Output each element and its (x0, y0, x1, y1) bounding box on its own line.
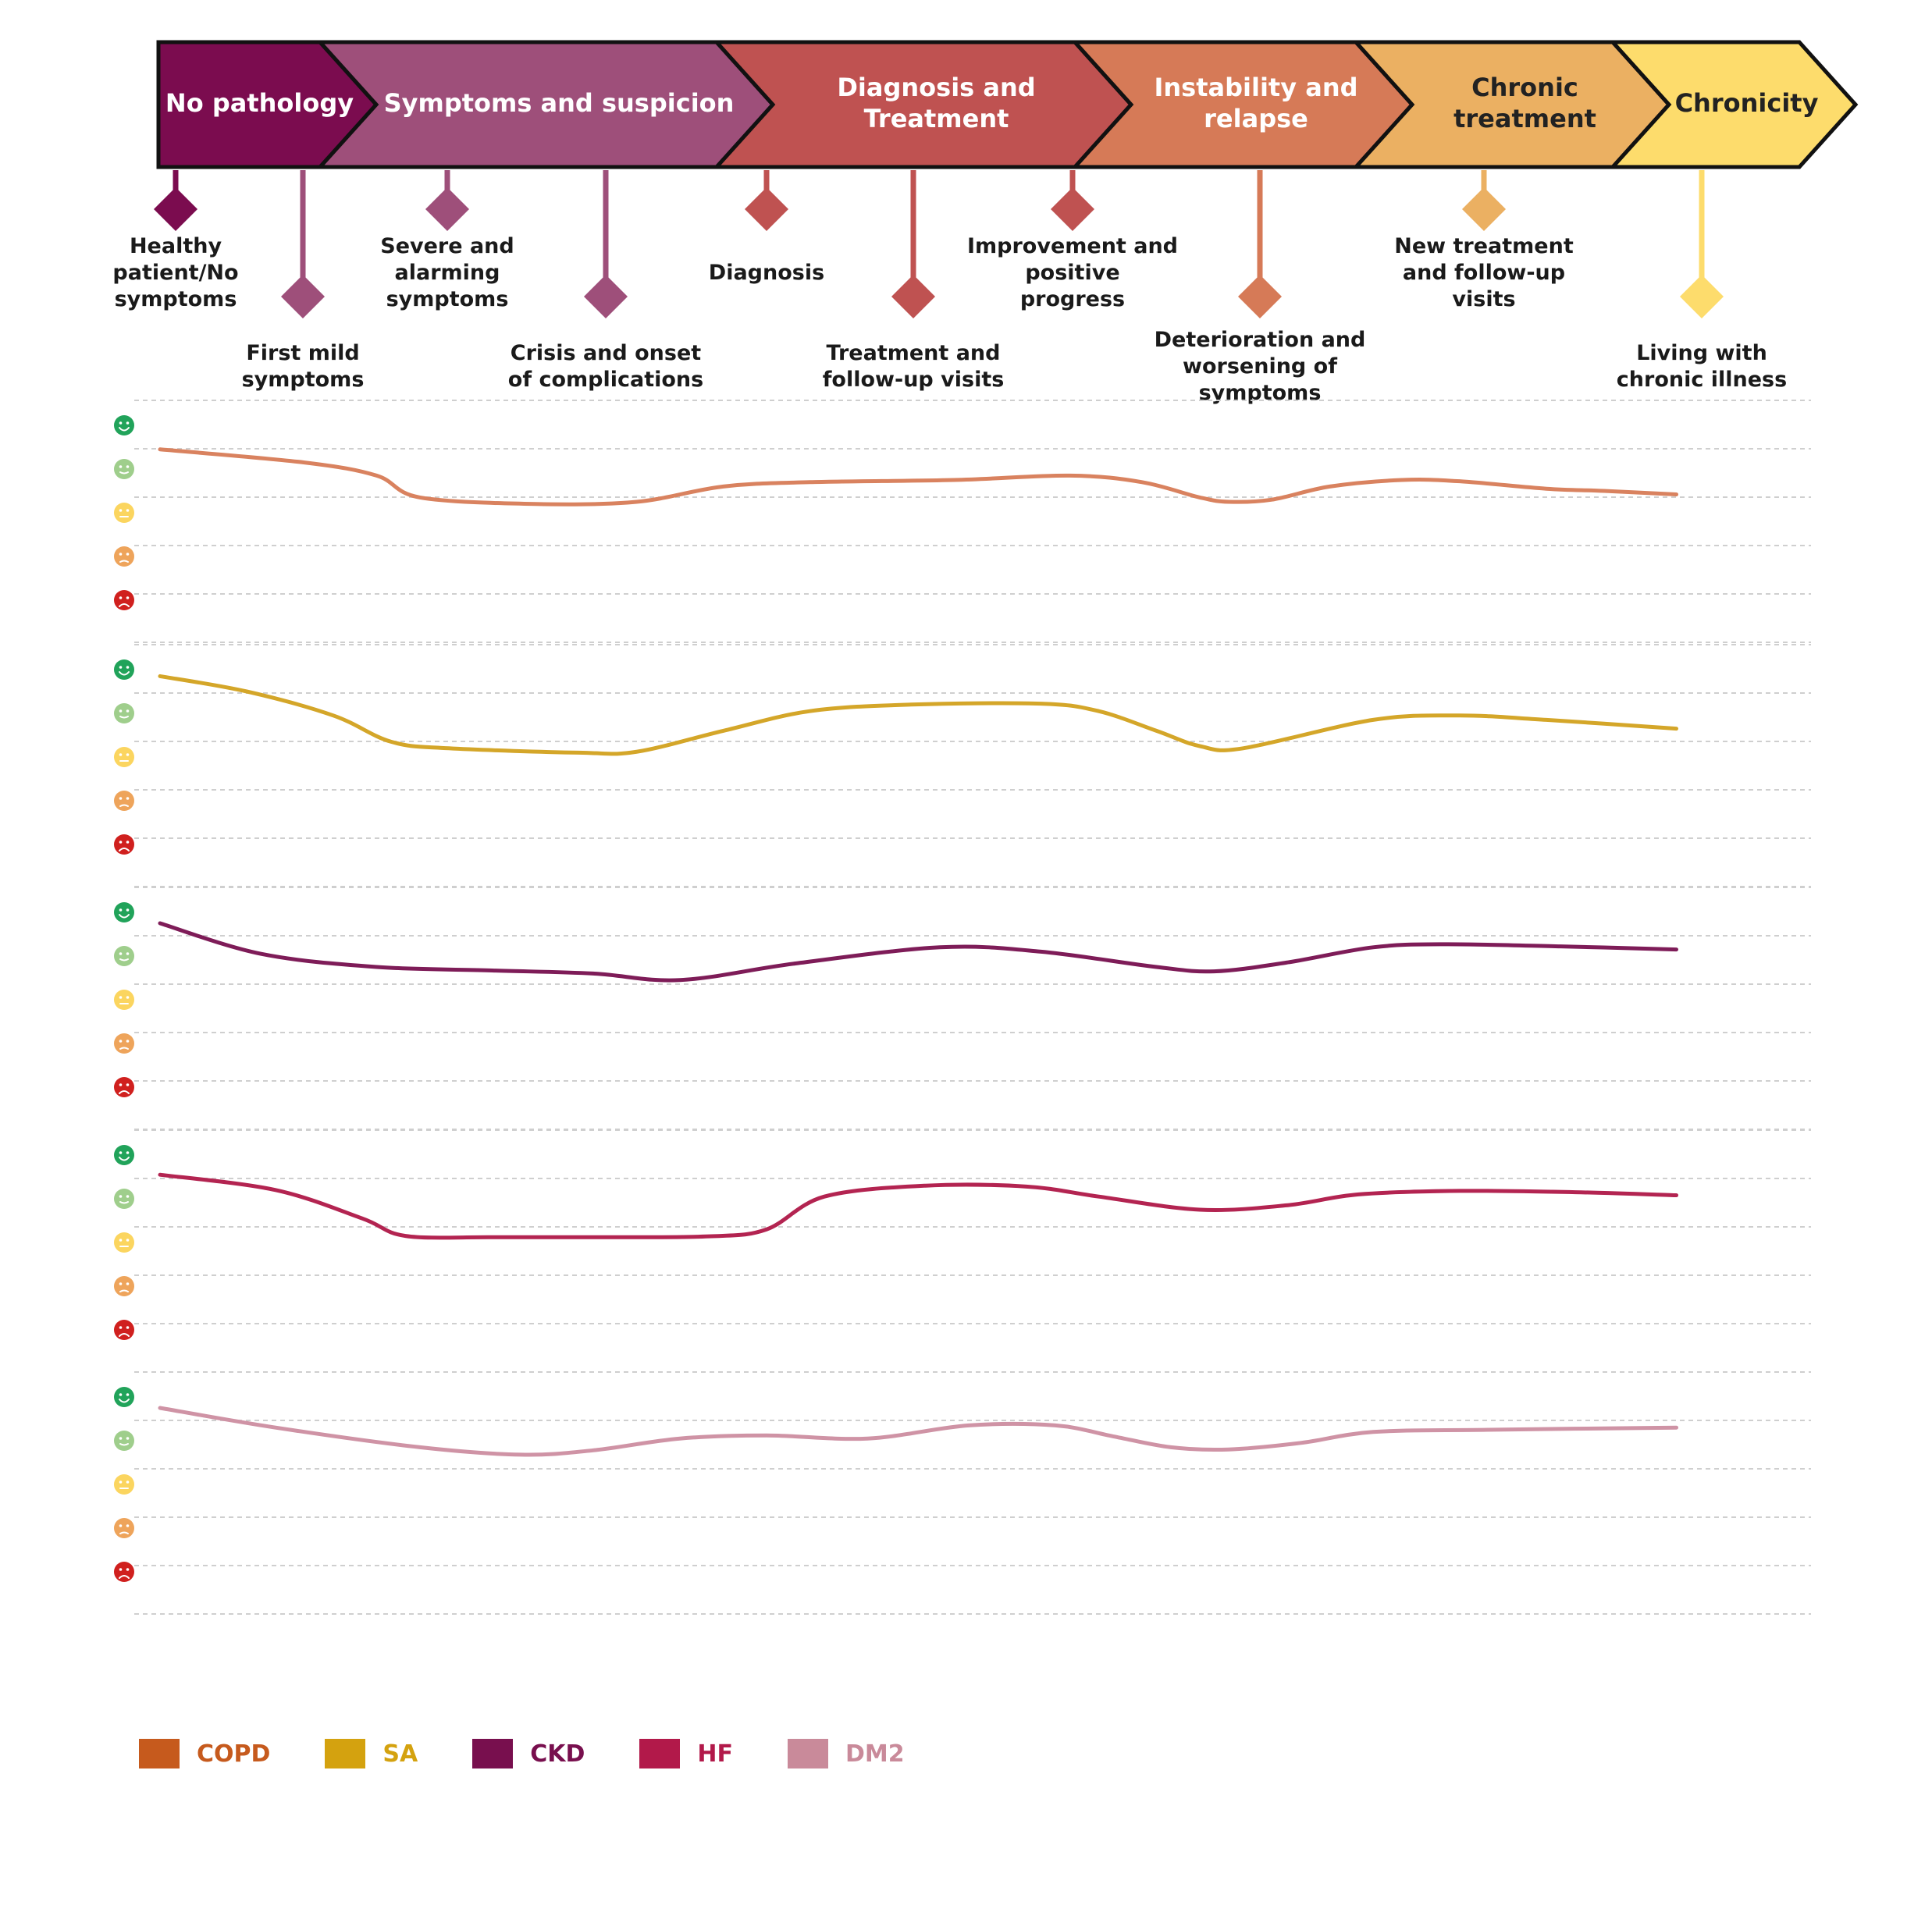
mood-panels (114, 400, 1811, 1615)
very-sad-face-icon (114, 834, 134, 855)
happy-face-icon (114, 459, 134, 479)
sad-face-icon (114, 1518, 134, 1538)
milestone-label: Healthy patient/No symptoms (112, 234, 238, 311)
milestone-new-treatment-and-follow-up-visits: New treatment and follow-up visits (1394, 170, 1574, 311)
milestone-label: Deterioration and worsening of symptoms (1155, 328, 1366, 405)
happy-face-icon (114, 1431, 134, 1451)
legend-swatch (325, 1739, 366, 1768)
very-happy-face-icon (114, 659, 134, 680)
very-sad-face-icon (114, 1320, 134, 1340)
milestone-label: Treatment and follow-up visits (823, 341, 1005, 392)
legend-swatch (639, 1739, 681, 1768)
stage-label: Chronic treatment (1453, 73, 1596, 133)
very-sad-face-icon (114, 1077, 134, 1097)
milestone-healthy-patient-no-symptoms: Healthy patient/No symptoms (112, 170, 239, 311)
legend-item-dm2: DM2 (788, 1739, 905, 1768)
milestone-label: Crisis and onset of complications (508, 341, 703, 392)
happy-face-icon (114, 703, 134, 723)
legend-item-sa: SA (325, 1739, 418, 1768)
legend-item-ckd: CKD (472, 1739, 585, 1768)
milestone-living-with-chronic-illness: Living with chronic illness (1617, 170, 1787, 392)
sad-face-icon (114, 1033, 134, 1054)
milestone-label: Diagnosis (709, 261, 824, 285)
legend-item-hf: HF (639, 1739, 733, 1768)
milestone-deterioration-and-worsening-of-symptoms: Deterioration and worsening of symptoms (1155, 170, 1366, 405)
milestone-severe-and-alarming-symptoms: Severe and alarming symptoms (380, 170, 514, 311)
series-line-dm2 (158, 1406, 1678, 1457)
milestone-label: Living with chronic illness (1617, 341, 1787, 392)
neutral-face-icon (114, 990, 134, 1010)
panel-sa (114, 644, 1811, 887)
legend-label: HF (697, 1740, 734, 1768)
neutral-face-icon (114, 747, 134, 767)
legend-item-copd: COPD (139, 1739, 270, 1768)
very-happy-face-icon (114, 1387, 134, 1407)
series-line-copd (158, 447, 1678, 507)
legend-swatch (788, 1739, 829, 1768)
series-line-ckd (158, 921, 1678, 983)
stage-label: Symptoms and suspicion (384, 88, 735, 118)
happy-face-icon (114, 1189, 134, 1209)
panel-dm2 (114, 1371, 1811, 1615)
stage-label: Diagnosis and Treatment (837, 73, 1035, 133)
panel-hf (114, 1129, 1811, 1373)
milestone-first-mild-symptoms: First mild symptoms (242, 170, 365, 392)
legend-label: SA (382, 1740, 418, 1768)
milestone-diagnosis: Diagnosis (709, 170, 824, 285)
stage-label: No pathology (165, 88, 354, 118)
stage-chevron-chronicity (1608, 40, 1859, 169)
legend-label: CKD (530, 1740, 585, 1768)
neutral-face-icon (114, 1474, 134, 1495)
very-happy-face-icon (114, 415, 134, 435)
very-sad-face-icon (114, 1562, 134, 1582)
legend-label: COPD (197, 1740, 271, 1768)
milestone-improvement-and-positive-progress: Improvement and positive progress (967, 170, 1178, 311)
neutral-face-icon (114, 1232, 134, 1253)
milestone-crisis-and-onset-of-complications: Crisis and onset of complications (508, 170, 703, 392)
sad-face-icon (114, 546, 134, 567)
neutral-face-icon (114, 503, 134, 523)
milestone-label: New treatment and follow-up visits (1394, 234, 1574, 311)
very-happy-face-icon (114, 1145, 134, 1165)
milestone-treatment-and-follow-up-visits: Treatment and follow-up visits (823, 170, 1005, 392)
very-sad-face-icon (114, 590, 134, 610)
happy-face-icon (114, 946, 134, 966)
panel-copd (114, 400, 1811, 643)
panel-ckd (114, 887, 1811, 1130)
stage-label: Instability and relapse (1154, 73, 1357, 133)
stage-ribbon: No pathology Symptoms and suspicion Diagno… (156, 40, 1859, 169)
very-happy-face-icon (114, 902, 134, 922)
stage-label: Chronicity (1675, 88, 1819, 118)
series-line-sa (158, 674, 1678, 756)
series-line-hf (158, 1172, 1678, 1240)
milestone-label: Improvement and positive progress (967, 234, 1178, 311)
chart-legend: COPD SA CKD HF DM2 (139, 1739, 959, 1768)
legend-swatch (139, 1739, 180, 1768)
milestone-label: First mild symptoms (242, 341, 365, 392)
sad-face-icon (114, 1276, 134, 1296)
legend-swatch (472, 1739, 514, 1768)
sad-face-icon (114, 791, 134, 811)
milestone-label: Severe and alarming symptoms (380, 234, 514, 311)
legend-label: DM2 (845, 1740, 905, 1768)
